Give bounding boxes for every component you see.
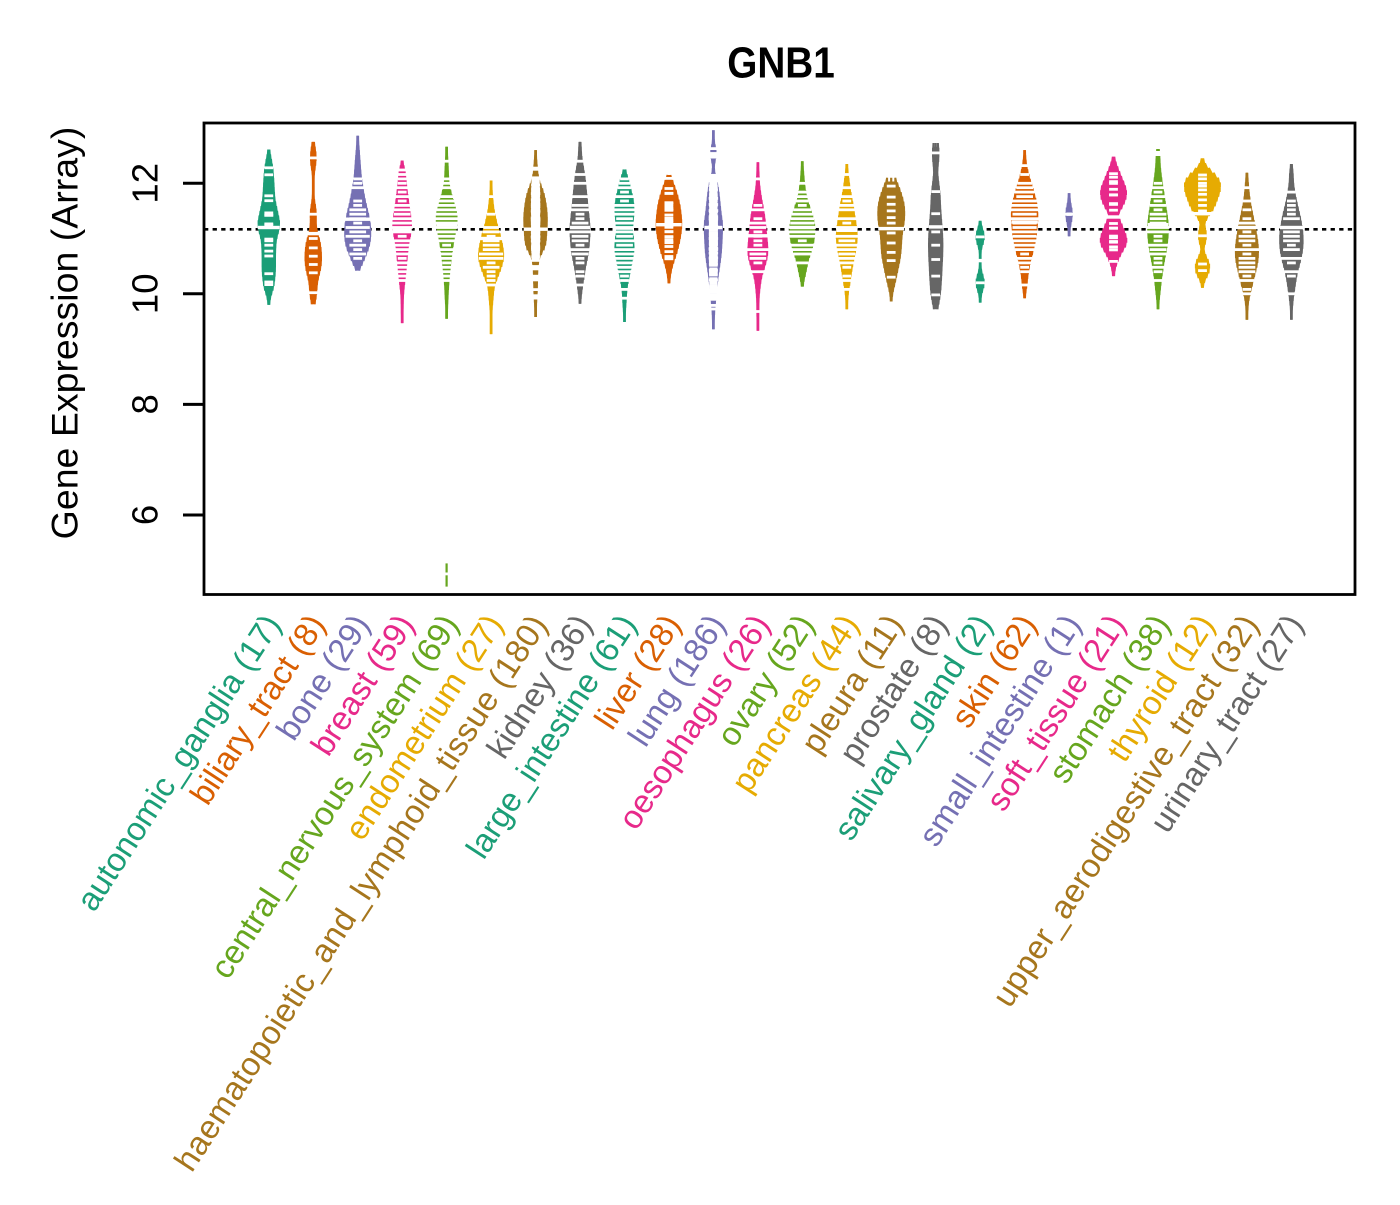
svg-text:GNB1: GNB1 [727,38,835,87]
svg-text:6: 6 [125,505,166,525]
svg-text:Gene Expression (Array): Gene Expression (Array) [44,127,86,540]
svg-text:8: 8 [125,394,166,414]
svg-text:12: 12 [125,163,166,204]
svg-text:10: 10 [125,273,166,314]
